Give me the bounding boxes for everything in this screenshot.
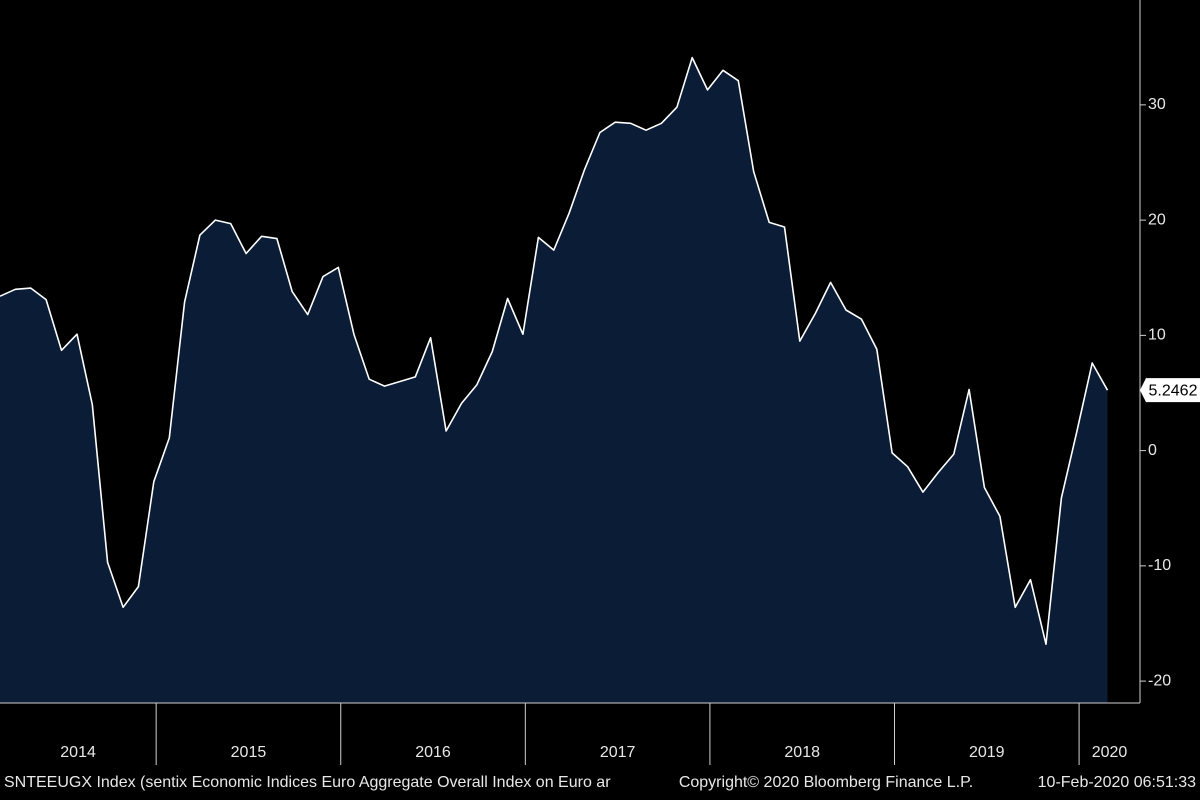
area <box>0 57 1108 704</box>
x-tick-label: 2018 <box>784 744 820 761</box>
y-tick-label: -20 <box>1148 672 1171 689</box>
line <box>0 56 1109 645</box>
copyright-text: Copyright© 2020 Bloomberg Finance L.P. <box>679 774 973 791</box>
x-tick-label: 2016 <box>415 744 451 761</box>
x-tick-label: 2015 <box>231 744 267 761</box>
x-tick-label: 2017 <box>600 744 636 761</box>
y-tick-label: 10 <box>1148 327 1166 344</box>
ticker-text: SNTEEUGX Index (sentix Economic Indices … <box>4 774 611 791</box>
y-tick-label: -10 <box>1148 557 1171 574</box>
y-tick-label: 30 <box>1148 96 1166 113</box>
last-value-tag <box>1140 378 1200 403</box>
y-tick-label: 20 <box>1148 211 1166 228</box>
timestamp-text: 10-Feb-2020 06:51:33 <box>1038 774 1196 791</box>
x-tick-label: 2019 <box>969 744 1005 761</box>
x-tick-label: 2014 <box>60 744 96 761</box>
y-tick-label: 0 <box>1148 442 1157 459</box>
last-value-label: 5.2462 <box>1149 382 1198 399</box>
x-tick-label: 2020 <box>1092 744 1128 761</box>
